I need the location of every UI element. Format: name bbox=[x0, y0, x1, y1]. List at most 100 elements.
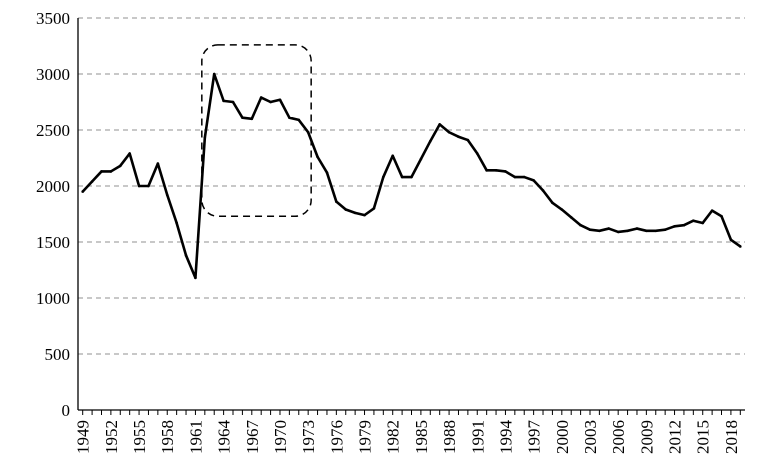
data-point-1997 bbox=[532, 179, 535, 182]
x-tick-label-1985: 1985 bbox=[412, 420, 431, 454]
data-point-1975 bbox=[325, 171, 329, 174]
data-point-1972 bbox=[297, 118, 301, 122]
data-point-2007 bbox=[626, 229, 629, 233]
x-tick-label-1988: 1988 bbox=[440, 420, 459, 454]
data-point-1978 bbox=[353, 211, 357, 215]
data-point-2018 bbox=[729, 238, 733, 242]
x-tick-label-1973: 1973 bbox=[299, 420, 318, 454]
y-tick-label-3000: 3000 bbox=[36, 65, 70, 84]
data-point-2014 bbox=[692, 219, 695, 223]
data-point-1996 bbox=[522, 175, 526, 179]
data-point-2005 bbox=[607, 227, 611, 230]
data-point-2017 bbox=[720, 214, 723, 218]
x-tick-label-1976: 1976 bbox=[327, 420, 346, 454]
data-point-1973 bbox=[306, 130, 310, 134]
data-point-1963 bbox=[212, 72, 216, 76]
data-point-1999 bbox=[551, 201, 554, 205]
data-point-1977 bbox=[344, 208, 348, 211]
x-axis-tick-labels: 1949 1952 1955 1958 1961 1964 1967 1970 1973 1976… bbox=[74, 420, 741, 455]
data-point-2012 bbox=[673, 225, 676, 228]
data-point-1960 bbox=[184, 254, 188, 257]
data-point-1984 bbox=[410, 175, 413, 179]
x-tick-label-2012: 2012 bbox=[666, 420, 685, 454]
x-tick-label-1982: 1982 bbox=[384, 420, 403, 454]
data-point-1962 bbox=[203, 136, 207, 140]
data-point-1982 bbox=[391, 154, 395, 158]
data-point-2001 bbox=[569, 216, 573, 219]
data-point-1998 bbox=[541, 189, 545, 192]
data-points bbox=[81, 72, 742, 280]
x-tick-label-1979: 1979 bbox=[356, 420, 375, 454]
x-tick-label-1961: 1961 bbox=[186, 420, 205, 454]
highlight-box bbox=[201, 44, 312, 217]
data-point-1966 bbox=[241, 116, 244, 119]
data-point-1964 bbox=[222, 99, 225, 103]
data-point-2004 bbox=[598, 229, 601, 233]
y-tick-label-2000: 2000 bbox=[36, 177, 70, 196]
data-point-1970 bbox=[278, 98, 282, 102]
y-tick-label-3500: 3500 bbox=[36, 9, 70, 28]
x-tick-label-2015: 2015 bbox=[694, 420, 713, 454]
y-tick-label-1000: 1000 bbox=[36, 289, 70, 308]
data-point-1961 bbox=[194, 276, 197, 280]
data-point-1955 bbox=[137, 184, 141, 188]
x-tick-label-1958: 1958 bbox=[158, 420, 177, 454]
x-tick-label-1949: 1949 bbox=[74, 420, 93, 454]
x-tick-label-2009: 2009 bbox=[637, 420, 656, 454]
y-axis-tick-labels: 0 500 1000 1500 2000 2500 3000 3500 bbox=[36, 9, 70, 420]
data-point-1991 bbox=[475, 152, 479, 155]
data-point-1965 bbox=[231, 100, 235, 104]
data-point-2013 bbox=[682, 223, 686, 227]
data-point-1986 bbox=[428, 139, 432, 143]
data-point-1987 bbox=[438, 123, 441, 126]
y-tick-label-0: 0 bbox=[62, 401, 71, 420]
data-point-1971 bbox=[288, 116, 291, 119]
data-point-2016 bbox=[710, 209, 714, 212]
data-point-2000 bbox=[560, 208, 564, 211]
x-tick-label-2006: 2006 bbox=[609, 420, 628, 454]
data-point-2009 bbox=[645, 229, 648, 233]
data-point-1988 bbox=[447, 130, 451, 134]
data-point-1952 bbox=[109, 170, 113, 173]
data-point-1953 bbox=[118, 164, 122, 168]
x-tick-label-1994: 1994 bbox=[496, 420, 515, 455]
data-point-1967 bbox=[250, 117, 254, 121]
data-point-2019 bbox=[739, 245, 742, 248]
y-tick-label-2500: 2500 bbox=[36, 121, 70, 140]
data-point-2006 bbox=[616, 230, 620, 234]
data-point-2015 bbox=[701, 221, 705, 225]
data-point-1990 bbox=[466, 138, 470, 142]
data-point-1959 bbox=[175, 221, 178, 225]
y-tick-label-500: 500 bbox=[45, 345, 71, 364]
x-axis-tick-marks bbox=[82, 410, 741, 415]
data-point-1979 bbox=[363, 213, 366, 217]
data-point-1995 bbox=[513, 175, 517, 179]
x-tick-label-1967: 1967 bbox=[243, 420, 262, 455]
data-point-1956 bbox=[147, 184, 150, 188]
x-tick-label-1970: 1970 bbox=[271, 420, 290, 454]
data-point-1980 bbox=[372, 207, 376, 210]
x-tick-label-1991: 1991 bbox=[468, 420, 487, 454]
data-point-1957 bbox=[156, 162, 160, 165]
data-point-2011 bbox=[663, 228, 667, 231]
data-point-1958 bbox=[165, 193, 169, 197]
data-point-2010 bbox=[654, 229, 658, 233]
data-point-1950 bbox=[90, 180, 94, 183]
data-point-1954 bbox=[128, 152, 131, 155]
data-point-1989 bbox=[457, 135, 460, 139]
data-point-1968 bbox=[259, 96, 263, 99]
x-tick-label-2000: 2000 bbox=[553, 420, 572, 454]
data-point-1981 bbox=[382, 175, 385, 179]
x-tick-label-1955: 1955 bbox=[130, 420, 149, 454]
x-tick-label-2003: 2003 bbox=[581, 420, 600, 454]
data-point-1976 bbox=[335, 200, 338, 203]
data-point-1969 bbox=[269, 100, 272, 104]
gridlines bbox=[78, 17, 745, 355]
data-point-1994 bbox=[504, 170, 507, 173]
x-tick-label-1997: 1997 bbox=[525, 420, 544, 455]
data-point-1992 bbox=[485, 169, 488, 172]
data-point-1993 bbox=[494, 169, 498, 172]
data-point-1951 bbox=[100, 170, 103, 173]
x-tick-label-2018: 2018 bbox=[722, 420, 741, 454]
